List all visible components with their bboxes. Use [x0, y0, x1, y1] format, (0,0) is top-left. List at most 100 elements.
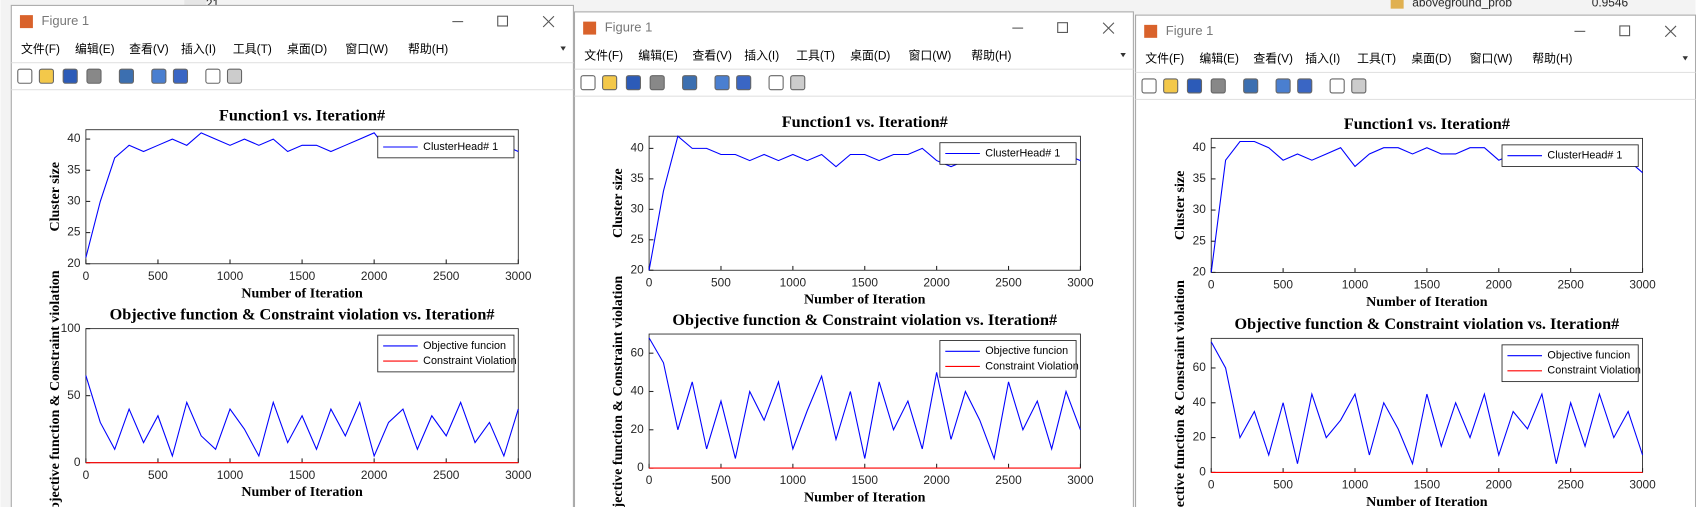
- x-tick-label: 2500: [1557, 278, 1584, 292]
- x-tick-label: 1000: [780, 275, 807, 289]
- toolbar-button[interactable]: [736, 75, 752, 91]
- x-tick-label: 2500: [433, 468, 460, 482]
- menu-item[interactable]: 工具(T): [233, 42, 272, 56]
- y-tick-label: 0: [1199, 465, 1206, 479]
- menu-item[interactable]: 编辑(E): [638, 48, 678, 62]
- maximize-button[interactable]: [497, 15, 509, 27]
- var-value: 0.9546: [1592, 0, 1629, 9]
- x-tick-label: 2000: [923, 473, 950, 487]
- x-tick-label: 500: [711, 473, 731, 487]
- menu-item[interactable]: 插入(I): [1305, 52, 1340, 66]
- x-tick-label: 500: [148, 468, 168, 482]
- chart: Function1 vs. Iteration# Number of Iterat…: [610, 113, 1094, 308]
- y-axis-label: Objective function & Constraint violatio…: [610, 276, 626, 507]
- y-tick-label: 40: [630, 384, 644, 398]
- y-tick-label: 60: [1193, 360, 1207, 374]
- toolbar-button[interactable]: [151, 68, 167, 84]
- x-tick-label: 1000: [1342, 278, 1369, 292]
- var-name: aboveground_prob: [1412, 0, 1512, 9]
- menu-item[interactable]: 插入(I): [181, 42, 216, 56]
- menu-item[interactable]: 文件(F): [584, 48, 623, 62]
- legend: [377, 334, 515, 373]
- x-axis-label: Number of Iteration: [804, 490, 926, 506]
- menu-item[interactable]: 工具(T): [796, 48, 835, 62]
- x-tick-label: 2000: [1486, 478, 1513, 492]
- toolbar-button[interactable]: [1210, 78, 1226, 94]
- y-tick-label: 40: [67, 131, 81, 145]
- toolbar-button[interactable]: [768, 75, 784, 91]
- menu-item[interactable]: 文件(F): [21, 42, 60, 56]
- windows: Figure 1 文件(F) 编辑(E) 查看(V) 插入(I) 工具(T) 桌面(D) 窗口…: [10, 4, 1696, 507]
- menu-item[interactable]: 窗口(W): [345, 42, 388, 56]
- chart-title: Objective function & Constraint violatio…: [672, 311, 1057, 329]
- close-button[interactable]: [1102, 22, 1115, 34]
- toolbar-button[interactable]: [602, 75, 618, 91]
- menu-item[interactable]: 编辑(E): [1199, 52, 1239, 66]
- toolbar-button[interactable]: [118, 68, 134, 84]
- toolbar-button[interactable]: [1297, 78, 1313, 94]
- x-axis-label: Number of Iteration: [1366, 494, 1488, 507]
- menu-item[interactable]: 窗口(W): [909, 48, 952, 62]
- menu-item[interactable]: 桌面(D): [850, 48, 890, 62]
- toolbar-button[interactable]: [17, 68, 33, 84]
- toolbar-button[interactable]: [1141, 78, 1157, 94]
- x-tick-label: 1500: [1414, 478, 1441, 492]
- menu-item[interactable]: 桌面(D): [287, 42, 327, 56]
- x-tick-label: 1000: [780, 473, 807, 487]
- x-tick-label: 2500: [1557, 478, 1584, 492]
- y-tick-label: 20: [67, 256, 81, 270]
- y-tick-label: 40: [630, 141, 644, 155]
- x-axis-label: Number of Iteration: [1366, 294, 1488, 310]
- toolbar-button[interactable]: [226, 68, 243, 84]
- close-button[interactable]: [542, 15, 555, 28]
- menu-item[interactable]: 帮助(H): [971, 48, 1011, 62]
- chart-title: Objective function & Constraint violatio…: [110, 305, 495, 323]
- toolbar-button[interactable]: [1163, 78, 1179, 94]
- toolbar-button[interactable]: [172, 68, 189, 84]
- menu-item[interactable]: 查看(V): [129, 42, 169, 56]
- menu-item[interactable]: 工具(T): [1357, 52, 1396, 66]
- y-tick-label: 0: [637, 460, 644, 474]
- chart: Function1 vs. Iteration# Number of Iterat…: [47, 106, 532, 301]
- app-icon: [1144, 24, 1158, 38]
- menu-item[interactable]: 帮助(H): [408, 42, 448, 56]
- toolbar-button[interactable]: [649, 75, 665, 91]
- toolbar-button[interactable]: [1186, 78, 1203, 94]
- menu-item[interactable]: 编辑(E): [75, 42, 115, 56]
- x-tick-label: 0: [1208, 278, 1215, 292]
- x-tick-label: 2500: [995, 275, 1022, 289]
- toolbar-button[interactable]: [38, 68, 54, 84]
- menu-item[interactable]: 插入(I): [744, 48, 779, 62]
- toolbar-button[interactable]: [86, 68, 102, 84]
- toolbar-button[interactable]: [580, 75, 596, 91]
- toolbar-button[interactable]: [790, 75, 806, 91]
- y-tick-label: 20: [630, 262, 644, 276]
- y-axis-label: Cluster size: [47, 162, 63, 232]
- toolbar-button[interactable]: [205, 68, 221, 84]
- menu-item[interactable]: 文件(F): [1145, 52, 1184, 66]
- toolbar-button[interactable]: [1275, 78, 1291, 94]
- toolbar-button[interactable]: [1329, 78, 1345, 94]
- x-tick-label: 1000: [217, 468, 244, 482]
- menu-item[interactable]: 桌面(D): [1411, 52, 1451, 66]
- toolbar-button[interactable]: [682, 75, 698, 91]
- toolbar-button[interactable]: [714, 75, 730, 91]
- x-axis-label: Number of Iteration: [241, 285, 363, 301]
- maximize-button[interactable]: [1057, 22, 1068, 33]
- toolbar-button[interactable]: [1243, 78, 1259, 94]
- chart: Function1 vs. Iteration# Number of Iterat…: [1172, 115, 1656, 310]
- maximize-button[interactable]: [1619, 25, 1631, 37]
- menu-arrow: [560, 46, 566, 51]
- toolbar-button[interactable]: [62, 68, 78, 84]
- series-line: [648, 337, 1081, 461]
- close-button[interactable]: [1664, 25, 1677, 38]
- chart: Objective function & Constraint violatio…: [1172, 280, 1656, 507]
- legend-label: Constraint Violation: [1547, 365, 1640, 377]
- menu-item[interactable]: 查看(V): [1253, 52, 1293, 66]
- menu-item[interactable]: 查看(V): [692, 48, 732, 62]
- menu-item[interactable]: 帮助(H): [1532, 52, 1572, 66]
- toolbar-button[interactable]: [1351, 78, 1367, 94]
- x-tick-label: 2000: [1486, 278, 1513, 292]
- toolbar-button[interactable]: [625, 75, 641, 91]
- menu-item[interactable]: 窗口(W): [1470, 52, 1513, 66]
